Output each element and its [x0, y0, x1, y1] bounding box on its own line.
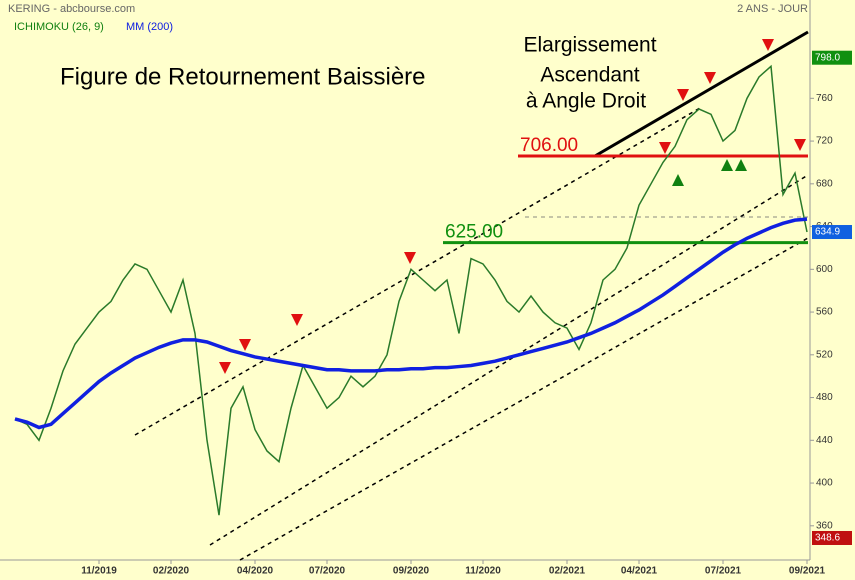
price-tag-label: 798.0	[815, 52, 840, 63]
x-tick-label: 04/2020	[237, 566, 274, 577]
y-tick-label: 360	[816, 520, 833, 531]
x-tick-label: 09/2020	[393, 566, 430, 577]
indicator-label: ICHIMOKU (26, 9)	[14, 21, 104, 33]
price-tag	[812, 530, 852, 545]
x-tick-label: 07/2020	[309, 566, 346, 577]
x-tick-label: 11/2019	[81, 566, 117, 577]
x-tick-label: 11/2020	[465, 566, 501, 577]
down-arrows	[219, 39, 806, 374]
header-left: KERING - abcbourse.com	[8, 3, 135, 15]
x-tick-label: 02/2021	[549, 566, 586, 577]
price-tag	[812, 225, 852, 240]
y-tick-label: 560	[816, 307, 833, 318]
channel-lines	[134, 107, 809, 561]
y-tick-label: 680	[816, 178, 833, 189]
price-line	[14, 64, 808, 516]
x-tick-label: 07/2021	[705, 566, 742, 577]
y-tick-label: 760	[816, 93, 833, 104]
y-tick-label: 440	[816, 435, 833, 446]
annotation: Ascendant	[540, 64, 639, 87]
resistance-line	[594, 30, 809, 158]
y-tick-label: 520	[816, 349, 833, 360]
legend-label: MM (200)	[126, 21, 173, 33]
level-label: 625.00	[445, 222, 503, 243]
y-tick-label: 480	[816, 392, 833, 403]
ma-line	[14, 217, 808, 430]
up-arrows	[672, 159, 747, 186]
x-tick-label: 04/2021	[621, 566, 658, 577]
y-tick-label: 600	[816, 264, 833, 275]
x-tick-label: 02/2020	[153, 566, 190, 577]
header-right: 2 ANS - JOUR	[737, 3, 808, 15]
price-tag-label: 634.9	[815, 227, 840, 238]
price-tag-label: 348.6	[815, 533, 840, 544]
y-tick-label: 720	[816, 136, 833, 147]
annotation: Elargissement	[523, 34, 656, 57]
x-tick-label: 09/2021	[789, 566, 826, 577]
chart-title: Figure de Retournement Baissière	[60, 63, 426, 90]
level-label: 706.00	[520, 135, 578, 156]
y-tick-label: 400	[816, 478, 833, 489]
price-tag	[812, 50, 852, 65]
annotation: à Angle Droit	[526, 90, 646, 113]
